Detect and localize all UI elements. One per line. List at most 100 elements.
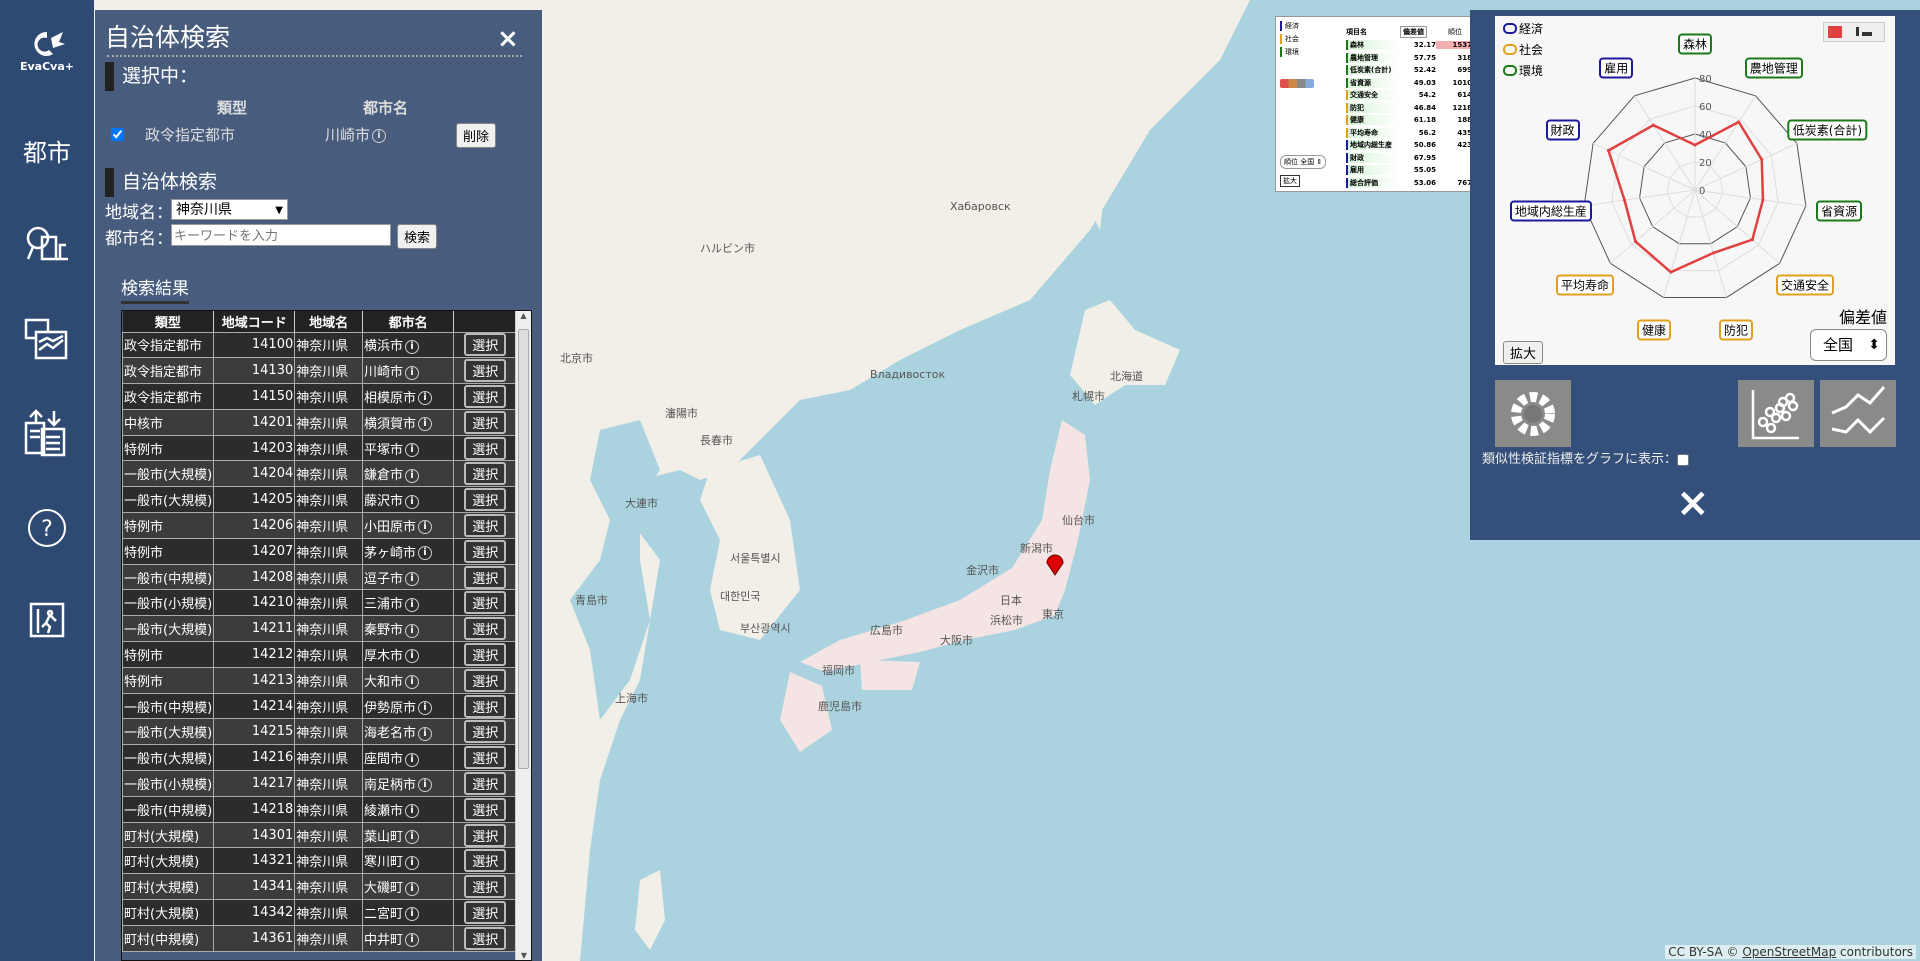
region-cell: 神奈川県: [294, 795, 363, 823]
select-button[interactable]: 選択: [464, 875, 507, 899]
sidebar-item-city[interactable]: 都市: [0, 130, 94, 170]
info-icon[interactable]: i: [404, 675, 419, 690]
expand-button[interactable]: 拡大: [1503, 341, 1544, 364]
cell-text: 14301: [251, 827, 294, 843]
select-button[interactable]: 選択: [464, 488, 507, 512]
mini-item-value: 56.2: [1418, 128, 1436, 137]
select-button[interactable]: 選択: [464, 823, 507, 847]
select-button[interactable]: 選択: [464, 926, 507, 950]
info-icon[interactable]: i: [404, 572, 419, 587]
cell-text: 伊勢原市: [363, 700, 416, 716]
select-button[interactable]: 選択: [464, 642, 507, 666]
select-button[interactable]: 選択: [464, 410, 507, 434]
info-icon[interactable]: i: [417, 546, 432, 561]
select-button[interactable]: 選択: [464, 591, 507, 615]
info-icon[interactable]: i: [404, 468, 419, 483]
chart-type-toggle[interactable]: [1823, 22, 1885, 42]
attribution-tail: contributors: [1836, 945, 1913, 959]
mini-col-value-select[interactable]: 偏差値: [1400, 26, 1427, 38]
select-button[interactable]: 選択: [464, 900, 507, 924]
info-icon[interactable]: i: [404, 365, 419, 380]
cell-text: 神奈川県: [296, 829, 349, 845]
select-button[interactable]: 選択: [464, 720, 507, 744]
select-button[interactable]: 選択: [464, 384, 507, 408]
info-icon[interactable]: i: [417, 417, 432, 432]
code-cell: 14301: [213, 821, 296, 849]
info-icon[interactable]: i: [404, 443, 419, 458]
cell-text: 平塚市: [363, 442, 403, 458]
scrollbar-thumb[interactable]: [518, 329, 529, 769]
select-button[interactable]: 選択: [464, 797, 507, 821]
select-button[interactable]: 選択: [464, 436, 507, 460]
grid-spoke: [1592, 143, 1696, 191]
select-button[interactable]: 選択: [464, 333, 507, 357]
logo-text: EvaCva+: [20, 60, 74, 73]
select-button[interactable]: 選択: [464, 849, 507, 873]
scatter-thumbnail[interactable]: [1738, 380, 1814, 447]
mini-item-value: 55.05: [1413, 166, 1436, 174]
info-icon[interactable]: i: [404, 907, 419, 922]
info-icon[interactable]: i: [404, 597, 419, 612]
osm-link[interactable]: OpenStreetMap: [1742, 945, 1837, 959]
select-button[interactable]: 選択: [464, 771, 507, 795]
grid-spoke: [1610, 189, 1696, 264]
table-row: 特例市 14206 神奈川県 小田原市 i 選択: [122, 512, 517, 539]
info-icon[interactable]: i: [417, 778, 432, 793]
remove-button[interactable]: 削除: [456, 123, 497, 148]
info-icon[interactable]: i: [404, 933, 419, 948]
similarity-checkbox[interactable]: [1677, 453, 1690, 466]
info-icon[interactable]: i: [417, 520, 432, 535]
scroll-down-icon[interactable]: ▼: [520, 951, 528, 960]
info-icon[interactable]: i: [404, 339, 419, 354]
column-header: 地域名: [294, 311, 363, 332]
line-chart-thumbnail[interactable]: [1820, 380, 1896, 447]
selected-checkbox[interactable]: [111, 128, 124, 141]
sidebar-item-help[interactable]: ?: [0, 505, 94, 551]
select-button[interactable]: 選択: [464, 462, 507, 486]
cell-text: 14321: [251, 853, 294, 869]
info-icon[interactable]: i: [404, 649, 419, 664]
sidebar-item-city-search[interactable]: [0, 220, 94, 270]
cell-text: 一般市(大規模): [124, 752, 213, 768]
close-panel-button[interactable]: ×: [497, 24, 519, 54]
search-button[interactable]: 検索: [397, 224, 438, 249]
sidebar-item-chart-compare[interactable]: [0, 315, 94, 365]
info-icon[interactable]: i: [417, 701, 432, 716]
scrollbar[interactable]: ▲ ▼: [515, 311, 531, 960]
region-select[interactable]: 神奈川県 ▼: [171, 199, 288, 220]
info-icon[interactable]: i: [404, 855, 419, 870]
mini-expand-button[interactable]: 拡大: [1280, 175, 1300, 187]
select-button[interactable]: 選択: [464, 617, 507, 641]
city-cell: 大磯町 i: [361, 873, 455, 901]
select-button[interactable]: 選択: [464, 694, 507, 718]
city-cell: 伊勢原市 i: [361, 692, 455, 720]
info-icon[interactable]: i: [404, 804, 419, 819]
select-button[interactable]: 選択: [464, 359, 507, 383]
sidebar-item-import-export[interactable]: [0, 405, 94, 460]
city-keyword-input[interactable]: [171, 224, 391, 246]
info-icon[interactable]: i: [404, 881, 419, 896]
indicator-mini-table[interactable]: 経済 社会 環境 項目名 偏差値 順位 森林 32.17 1537 農地管理 57.75 31…: [1275, 16, 1477, 192]
select-button[interactable]: 選択: [464, 539, 507, 563]
cell-text: 14341: [251, 879, 294, 895]
select-button[interactable]: 選択: [464, 565, 507, 589]
mini-item-rank: 188: [1457, 116, 1472, 124]
info-icon[interactable]: i: [417, 391, 432, 406]
info-icon[interactable]: i: [417, 726, 432, 741]
scroll-up-icon[interactable]: ▲: [520, 311, 527, 320]
mini-scope-select[interactable]: 順位 全国 ⇕: [1280, 155, 1327, 169]
info-icon[interactable]: i: [372, 128, 387, 143]
settings-thumbnail[interactable]: [1495, 380, 1571, 447]
scope-select[interactable]: 全国 ⬍: [1810, 329, 1887, 361]
map-marker-icon[interactable]: [1046, 554, 1064, 576]
info-icon[interactable]: i: [404, 494, 419, 509]
mini-row: 健康 61.18 188: [1346, 114, 1474, 126]
select-button[interactable]: 選択: [464, 746, 507, 770]
close-chart-panel-button[interactable]: ×: [1676, 480, 1710, 526]
info-icon[interactable]: i: [404, 752, 419, 767]
select-button[interactable]: 選択: [464, 668, 507, 692]
info-icon[interactable]: i: [404, 623, 419, 638]
sidebar-item-exit[interactable]: [0, 598, 94, 642]
select-button[interactable]: 選択: [464, 513, 507, 537]
info-icon[interactable]: i: [404, 830, 419, 845]
